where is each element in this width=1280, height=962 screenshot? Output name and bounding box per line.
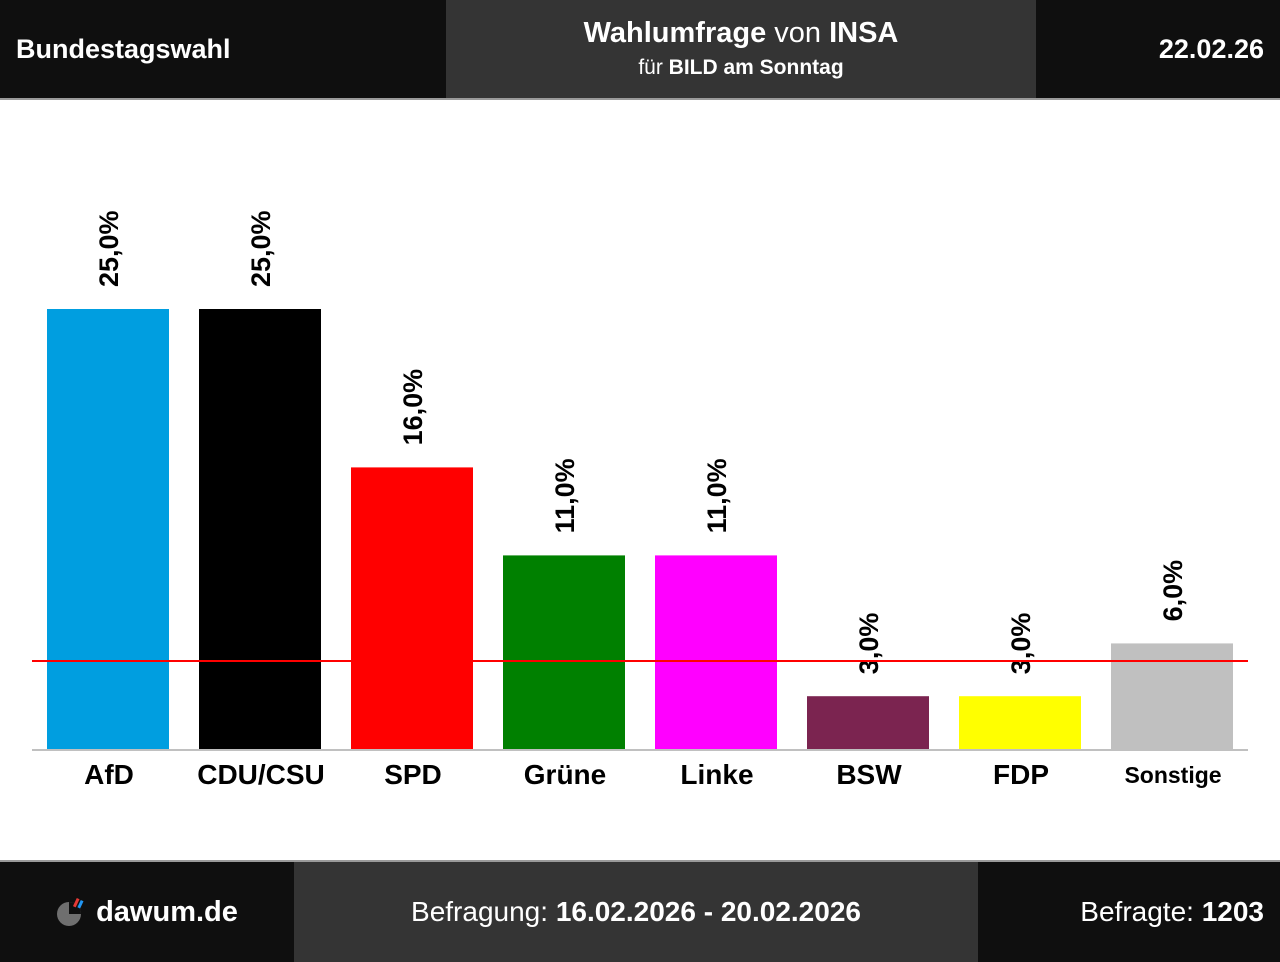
bar-value-label: 11,0% bbox=[702, 458, 732, 533]
bar-linke bbox=[655, 555, 777, 749]
category-label: Linke bbox=[680, 759, 753, 790]
bar-value-label: 6,0% bbox=[1158, 560, 1188, 622]
category-label: CDU/CSU bbox=[197, 759, 325, 790]
category-label: AfD bbox=[84, 759, 134, 790]
bar-bsw bbox=[807, 696, 929, 749]
bar-chart: 25,0% AfD 25,0% CDU/CSU 16,0% SPD 11,0% Grüne 11… bbox=[32, 210, 1248, 790]
client-name: BILD am Sonntag bbox=[668, 56, 844, 79]
respondents-value: 1203 bbox=[1201, 896, 1264, 927]
site-brand[interactable]: dawum.de bbox=[0, 862, 294, 962]
bar-sonstige bbox=[1111, 643, 1233, 749]
bar-value-label: 11,0% bbox=[550, 458, 580, 533]
category-label: Grüne bbox=[524, 759, 606, 790]
poll-subtitle: für BILD am Sonntag bbox=[638, 54, 843, 82]
category-label: FDP bbox=[993, 759, 1049, 790]
survey-period-label: Befragung: bbox=[411, 896, 556, 927]
poll-title: Wahlumfrage von INSA bbox=[584, 16, 899, 50]
bar-fdp bbox=[959, 696, 1081, 749]
category-label: Sonstige bbox=[1124, 762, 1221, 788]
header: Bundestagswahl Wahlumfrage von INSA für … bbox=[0, 0, 1280, 100]
poll-title-word: Wahlumfrage bbox=[583, 17, 767, 49]
category-label: SPD bbox=[384, 759, 442, 790]
bar-value-label: 16,0% bbox=[398, 369, 428, 446]
poll-title-connector: von bbox=[766, 17, 830, 49]
bar-value-label: 3,0% bbox=[1006, 613, 1036, 675]
bar-value-label: 3,0% bbox=[854, 613, 884, 675]
survey-period: Befragung: 16.02.2026 - 20.02.2026 bbox=[294, 862, 978, 962]
poll-title-block: Wahlumfrage von INSA für BILD am Sonntag bbox=[446, 0, 1036, 98]
election-type: Bundestagswahl bbox=[0, 0, 446, 98]
site-name: dawum.de bbox=[96, 895, 238, 928]
bar-spd bbox=[351, 467, 473, 749]
dawum-logo-icon bbox=[57, 897, 84, 926]
pollster-name: INSA bbox=[829, 17, 899, 49]
poll-date: 22.02.26 bbox=[1036, 0, 1280, 98]
poll-subtitle-prefix: für bbox=[638, 56, 669, 79]
category-label: BSW bbox=[836, 759, 902, 790]
survey-period-value: 16.02.2026 - 20.02.2026 bbox=[555, 896, 861, 927]
bar-afd bbox=[47, 309, 169, 749]
bar-value-label: 25,0% bbox=[94, 210, 124, 287]
respondents-label: Befragte: bbox=[1080, 896, 1202, 927]
respondents: Befragte: 1203 bbox=[978, 862, 1280, 962]
footer: dawum.de Befragung: 16.02.2026 - 20.02.2… bbox=[0, 860, 1280, 962]
bar-gr-ne bbox=[503, 555, 625, 749]
bar-cdu-csu bbox=[199, 309, 321, 749]
bar-value-label: 25,0% bbox=[246, 210, 276, 287]
